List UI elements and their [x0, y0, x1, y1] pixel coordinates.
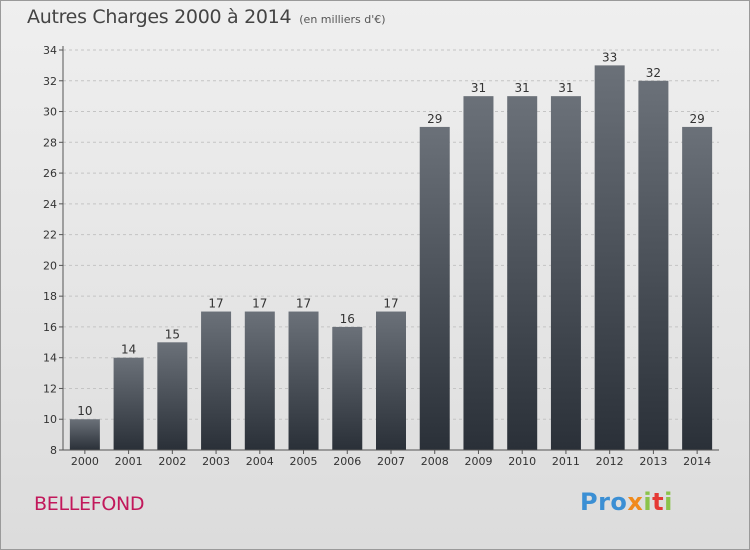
x-tick-label: 2007 [377, 455, 405, 468]
y-tick-label: 8 [50, 444, 57, 457]
data-label: 17 [252, 297, 267, 311]
x-tick-label: 2011 [552, 455, 580, 468]
data-label: 14 [121, 343, 136, 357]
bar [376, 311, 406, 450]
y-tick-label: 10 [43, 413, 57, 426]
bar [288, 311, 319, 450]
bar [463, 96, 494, 451]
data-label: 10 [77, 404, 92, 418]
y-tick-label: 12 [43, 382, 57, 395]
y-tick-label: 28 [43, 136, 57, 149]
data-label: 31 [471, 81, 486, 95]
title-text: Autres Charges 2000 à 2014 [27, 6, 292, 28]
x-tick-label: 2014 [683, 455, 711, 468]
y-tick-label: 14 [43, 352, 57, 365]
y-tick-label: 22 [43, 229, 57, 242]
bar [419, 126, 450, 450]
chart-title: Autres Charges 2000 à 2014 (en milliers d… [27, 6, 386, 28]
x-tick-label: 2003 [202, 455, 230, 468]
bar [682, 126, 713, 450]
data-label: 16 [340, 312, 355, 326]
x-tick-label: 2001 [115, 455, 143, 468]
data-label: 31 [558, 81, 573, 95]
data-label: 33 [602, 50, 617, 64]
data-label: 17 [383, 297, 398, 311]
bar [594, 65, 625, 450]
x-tick-label: 2004 [246, 455, 274, 468]
x-tick-label: 2006 [333, 455, 361, 468]
bar [69, 419, 100, 450]
data-label: 32 [646, 66, 661, 80]
bar [507, 96, 538, 451]
data-label: 31 [515, 81, 530, 95]
y-tick-label: 32 [43, 75, 57, 88]
bar [113, 357, 144, 450]
y-tick-label: 20 [43, 259, 57, 272]
x-tick-label: 2008 [421, 455, 449, 468]
x-tick-label: 2009 [464, 455, 492, 468]
y-tick-label: 26 [43, 167, 57, 180]
data-label: 17 [208, 297, 223, 311]
bar [244, 311, 275, 450]
proxiti-logo[interactable]: Proxiti [580, 488, 673, 516]
bar [332, 326, 363, 450]
y-tick-label: 16 [43, 321, 57, 334]
y-tick-label: 30 [43, 106, 57, 119]
unit-label: (en milliers d'€) [299, 13, 386, 26]
bar [638, 80, 669, 451]
town-name: BELLEFOND [34, 493, 145, 515]
x-tick-label: 2005 [290, 455, 318, 468]
y-tick-label: 24 [43, 198, 57, 211]
data-label: 29 [427, 112, 442, 126]
bar [550, 96, 581, 451]
data-label: 15 [165, 327, 180, 341]
x-tick-label: 2010 [508, 455, 536, 468]
y-tick-label: 18 [43, 290, 57, 303]
x-tick-label: 2002 [158, 455, 186, 468]
bar [157, 342, 188, 450]
bar [201, 311, 232, 450]
x-tick-label: 2000 [71, 455, 99, 468]
y-tick-label: 34 [43, 44, 57, 57]
data-label: 17 [296, 297, 311, 311]
x-tick-label: 2013 [639, 455, 667, 468]
data-label: 29 [689, 112, 704, 126]
x-tick-label: 2012 [596, 455, 624, 468]
